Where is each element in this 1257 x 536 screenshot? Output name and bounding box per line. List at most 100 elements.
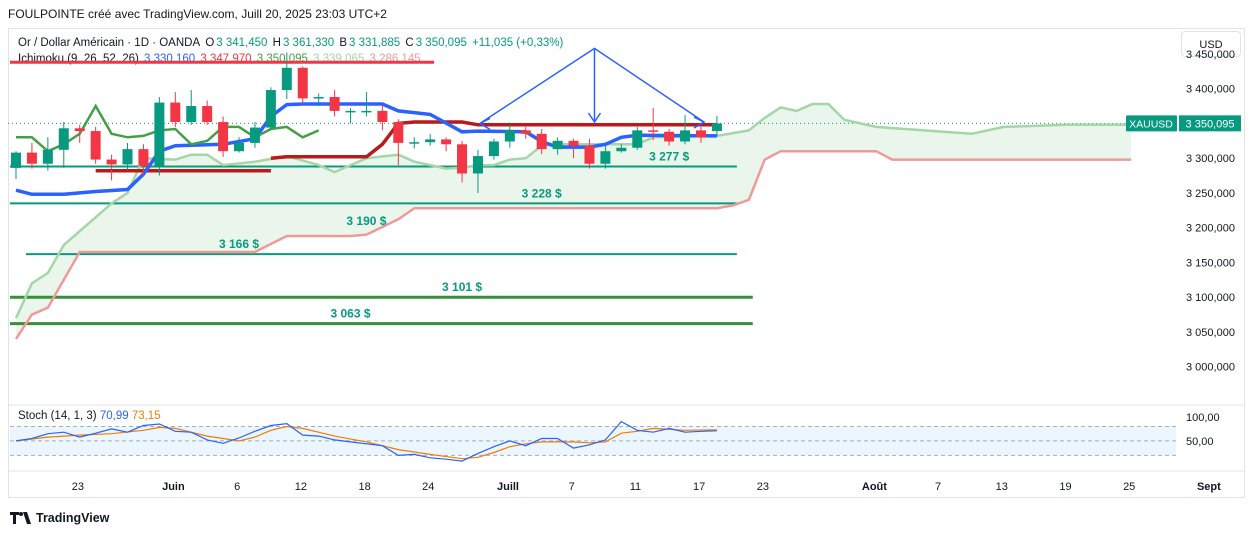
candle-body <box>329 97 340 111</box>
candle-37 <box>600 145 611 169</box>
arrow-head <box>693 116 706 129</box>
candle-5 <box>90 126 101 164</box>
candle-33 <box>536 128 547 155</box>
conversion-line <box>15 102 717 197</box>
chart-frame <box>8 28 1245 498</box>
y-tick-label: 3 200,000 <box>1186 223 1235 235</box>
candle-39 <box>632 126 643 150</box>
stoch-d-value: 73,15 <box>131 410 161 422</box>
change-value: +11,035 (+0,33%) <box>472 37 564 49</box>
candle-7 <box>122 142 133 170</box>
close-value: 3 350,095 <box>415 37 467 49</box>
y-tick-label: 3 050,000 <box>1186 327 1235 339</box>
y-tick-label: 3 400,000 <box>1186 84 1235 96</box>
candle-body <box>600 151 611 164</box>
candle-2 <box>42 137 53 171</box>
y-tick-label: 3 150,000 <box>1186 257 1235 269</box>
candle-body <box>425 139 436 143</box>
candle-15 <box>249 122 260 148</box>
candle-body <box>186 106 197 123</box>
candle-9 <box>154 97 165 176</box>
candle-body <box>552 140 563 150</box>
x-tick-label: 23 <box>757 481 769 493</box>
support-label-3: 3 166 $ <box>219 237 259 251</box>
candle-body <box>122 149 133 165</box>
candle-23 <box>377 105 388 131</box>
x-tick-label: Sept <box>1197 481 1221 493</box>
candle-31 <box>504 124 515 148</box>
candle-0 <box>11 151 21 180</box>
x-tick-label: 19 <box>1059 481 1071 493</box>
candle-body <box>536 133 547 150</box>
candle-22 <box>361 92 372 117</box>
stoch-legend: Stoch (14, 1, 3) 70,99 73,15 <box>18 410 161 422</box>
support-label-2: 3 190 $ <box>346 214 386 228</box>
open-value: 3 341,450 <box>216 37 268 49</box>
candle-18 <box>297 66 308 104</box>
candle-body <box>58 128 69 150</box>
candle-26 <box>425 133 436 146</box>
candle-13 <box>218 116 229 157</box>
candle-32 <box>520 126 531 139</box>
candle-body <box>472 156 483 174</box>
cloud-area <box>16 104 1132 339</box>
candle-44 <box>711 115 722 136</box>
close-label: C <box>405 37 414 49</box>
stoch-tick-label: 50,00 <box>1186 436 1214 448</box>
x-tick-label: 11 <box>630 481 641 493</box>
support-label-1: 3 228 $ <box>522 186 562 200</box>
candle-body <box>138 149 149 166</box>
candle-29 <box>472 149 483 193</box>
symbol-name[interactable]: Or / Dollar Américain · 1D · OANDA <box>18 37 201 49</box>
candle-body <box>90 131 101 160</box>
candle-body <box>568 140 579 146</box>
candle-41 <box>664 128 675 146</box>
candle-body <box>345 110 356 113</box>
candle-27 <box>441 137 452 152</box>
x-tick-label: 7 <box>569 481 575 493</box>
candle-body <box>106 159 117 165</box>
x-tick-label: 17 <box>693 481 705 493</box>
candle-body <box>409 142 420 144</box>
candle-21 <box>345 108 356 124</box>
candle-body <box>281 67 292 91</box>
support-label-4: 3 101 $ <box>442 280 482 294</box>
candle-body <box>680 130 691 142</box>
symbol-tag-bg <box>1126 115 1177 132</box>
candle-34 <box>552 137 563 155</box>
x-tick-label: 12 <box>295 481 307 493</box>
candle-body <box>632 130 643 148</box>
candle-30 <box>488 138 499 160</box>
candle-body <box>234 142 245 152</box>
high-value: 3 361,330 <box>282 37 335 49</box>
tradingview-label: TradingView <box>36 511 110 525</box>
candle-36 <box>584 138 595 169</box>
candle-body <box>457 144 468 174</box>
candle-body <box>26 152 37 164</box>
candle-body <box>202 106 213 123</box>
candle-body <box>616 147 627 152</box>
candle-35 <box>568 138 579 159</box>
candle-body <box>520 130 531 134</box>
tradingview-logo[interactable]: TradingView <box>10 511 109 525</box>
candle-42 <box>680 115 691 145</box>
candle-body <box>297 67 308 99</box>
support-label-5: 3 063 $ <box>331 307 371 321</box>
stoch-name[interactable]: Stoch (14, 1, 3) <box>18 410 97 422</box>
currency-button[interactable]: USD <box>1181 31 1241 57</box>
low-label: B <box>339 37 348 49</box>
candle-body <box>695 130 706 138</box>
x-tick-label: 23 <box>72 481 84 493</box>
x-tick-label: Juin <box>162 481 185 493</box>
x-tick-label: 13 <box>996 481 1008 493</box>
candle-25 <box>409 137 420 149</box>
arrow-head <box>478 117 491 131</box>
candle-14 <box>234 137 245 153</box>
candle-43 <box>695 126 706 143</box>
candle-body <box>648 130 659 132</box>
open-label: O <box>205 37 215 49</box>
candle-body <box>488 141 499 157</box>
y-tick-label: 3 450,000 <box>1186 49 1235 61</box>
arrow-head <box>587 112 602 124</box>
